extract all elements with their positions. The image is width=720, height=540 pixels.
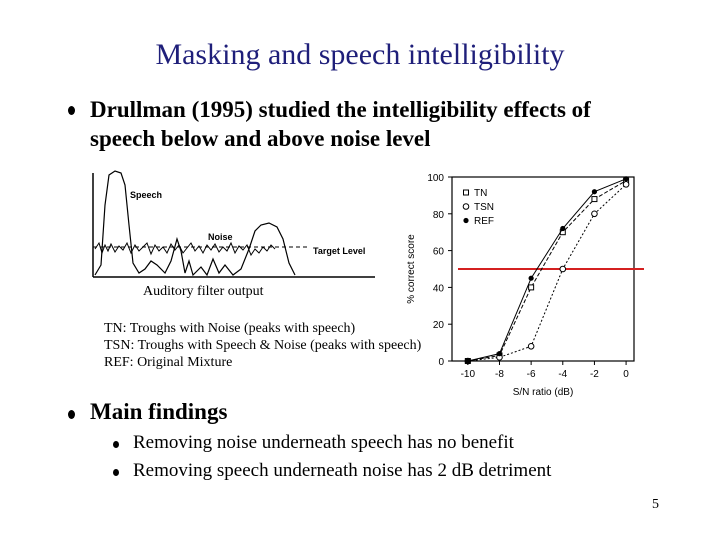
- page-number: 5: [652, 497, 659, 512]
- legend-marker: [463, 217, 469, 224]
- legend-marker: [463, 189, 469, 196]
- y-tick-label: 20: [433, 320, 445, 331]
- data-point-ref: [623, 176, 629, 182]
- speech-label: Speech: [130, 190, 162, 200]
- results-chart: 0 20 40 60 80 100 -10 -8 -6 -4 -2 0 S/N ratio (dB) % …: [406, 173, 644, 398]
- x-axis-label: S/N ratio (dB): [513, 387, 574, 398]
- bullet-dot: [68, 410, 75, 419]
- finding-1: Removing noise underneath speech has no …: [133, 432, 514, 453]
- data-point-tsn: [622, 181, 630, 188]
- data-point-ref: [465, 358, 471, 364]
- speech-trace: [94, 170, 296, 277]
- bullet-findings: Main findings: [90, 399, 228, 424]
- condition-tn: TN: Troughs with Noise (peaks with speec…: [104, 321, 356, 336]
- data-point-tn: [528, 284, 535, 291]
- data-point-tsn: [527, 342, 535, 350]
- x-tick-label: -6: [527, 369, 536, 380]
- data-point-ref: [528, 275, 534, 281]
- noise-label: Noise: [208, 232, 233, 242]
- series-line-tn: [467, 180, 627, 362]
- y-axis-label: % correct score: [406, 234, 417, 304]
- data-point-ref: [591, 189, 598, 195]
- legend-label: TSN: [474, 202, 494, 213]
- legend-label: REF: [474, 216, 494, 227]
- y-tick-label: 0: [438, 357, 444, 368]
- x-tick-label: -10: [461, 369, 476, 380]
- sub-bullet-dot: [113, 469, 119, 476]
- data-point-ref: [560, 225, 566, 232]
- bullet-study: Drullman (1995) studied the intelligibil…: [90, 97, 591, 151]
- x-tick-label: -2: [590, 369, 599, 380]
- condition-ref: REF: Original Mixture: [104, 355, 233, 370]
- x-tick-label: -4: [558, 369, 567, 380]
- data-point-tsn: [591, 210, 598, 218]
- x-tick-label: 0: [623, 369, 629, 380]
- slide-title: Masking and speech intelligibility: [155, 38, 565, 71]
- data-point-tsn: [559, 265, 567, 273]
- condition-tsn: TSN: Troughs with Speech & Noise (peaks …: [104, 338, 422, 353]
- figure-caption: Auditory filter output: [143, 284, 264, 299]
- x-tick-label: -8: [495, 369, 504, 380]
- data-point-tn: [591, 196, 598, 203]
- noise-trace: [94, 241, 276, 257]
- finding-2: Removing speech underneath noise has 2 d…: [133, 460, 552, 481]
- condition-list: TN: Troughs with Noise (peaks with speec…: [104, 320, 421, 371]
- bullet-dot: [68, 106, 75, 115]
- data-point-ref: [496, 351, 503, 357]
- y-tick-label: 80: [433, 210, 445, 221]
- y-tick-label: 100: [427, 173, 444, 184]
- legend-label: TN: [474, 188, 487, 199]
- y-tick-label: 60: [433, 247, 445, 258]
- legend-marker: [462, 203, 470, 210]
- speech-noise-figure: Speech Noise Target Level: [92, 170, 375, 278]
- sub-bullet-dot: [113, 441, 119, 448]
- series-line-ref: [467, 178, 627, 362]
- y-tick-label: 40: [433, 283, 445, 294]
- target-level-label: Target Level: [313, 246, 365, 256]
